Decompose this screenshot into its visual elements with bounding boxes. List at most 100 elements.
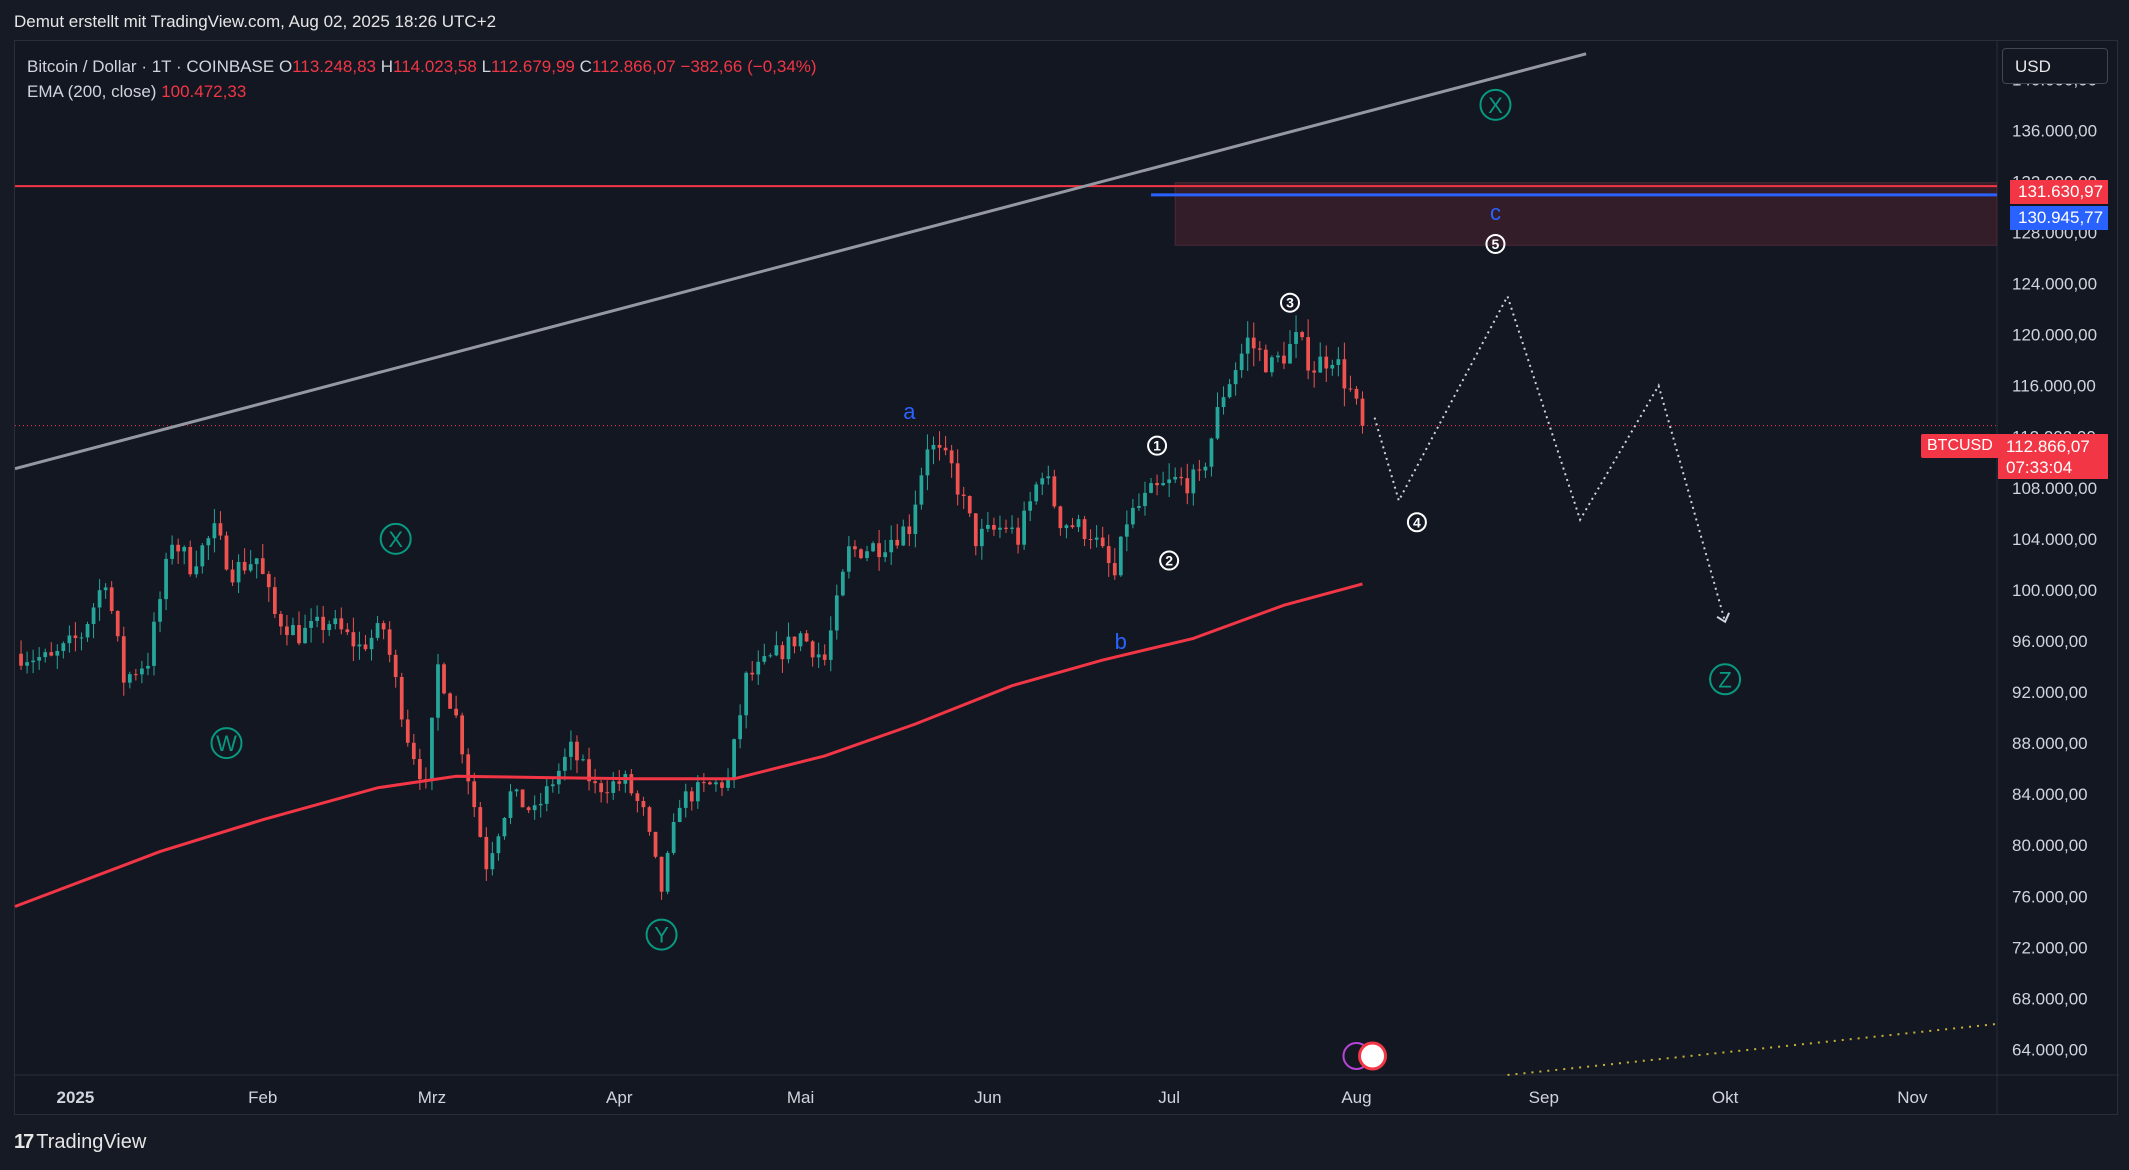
candle-body [79, 637, 84, 639]
wave-label-x[interactable]: X [388, 527, 403, 552]
candle-body [581, 759, 585, 761]
candle-body [1233, 370, 1238, 385]
candle-body [339, 618, 344, 630]
candle-body [363, 644, 368, 650]
price-chart[interactable]: W X Y X Za b c 1 2 3 4 5 64.000,00 68.000,00 72.000,00… [0, 0, 2129, 1120]
candle-body [133, 674, 138, 676]
blue-level-price-tag: 130.945,77 [2010, 206, 2108, 230]
candle-body [1257, 348, 1262, 350]
tradingview-brand: TradingView [36, 1131, 147, 1153]
candle-body [726, 778, 730, 788]
wave-label-c[interactable]: c [1490, 200, 1501, 225]
candle-body [901, 526, 906, 546]
wave-label-w[interactable]: W [216, 731, 237, 756]
candle-body [665, 852, 670, 892]
x-tick-label: Jun [974, 1088, 1001, 1107]
candle-body [756, 661, 761, 675]
candle-body [979, 528, 984, 547]
candle-body [224, 535, 229, 570]
candle-body [1064, 525, 1069, 529]
ascending-trendline[interactable] [15, 52, 1587, 471]
candle-body [575, 741, 579, 761]
wave-label-x-circle [1479, 88, 1512, 121]
x-tick-label: Aug [1341, 1088, 1371, 1107]
projection-path[interactable] [1373, 293, 1727, 623]
legend-open: 113.248,83 [292, 57, 376, 76]
candle-body [653, 831, 658, 857]
candle-body [115, 610, 120, 637]
chart-credit: Demut erstellt mit TradingView.com, Aug … [14, 12, 497, 31]
wave-label-5[interactable]: 5 [1492, 236, 1500, 252]
tradingview-logo[interactable]: 17 TradingView [14, 1131, 146, 1154]
x-tick-label: Apr [606, 1088, 633, 1107]
candle-body [611, 781, 616, 793]
candle-body [152, 621, 156, 666]
wave-label-z[interactable]: Z [1718, 667, 1731, 692]
candle-body [448, 693, 452, 709]
chart-legend: Bitcoin / Dollar · 1T · COINBASE O113.24… [27, 54, 817, 104]
candle-body [967, 495, 972, 514]
candle-body [1094, 537, 1099, 540]
candle-body [1300, 332, 1304, 338]
candle-body [599, 783, 604, 793]
wave-label-4[interactable]: 4 [1413, 514, 1421, 530]
candle-body [345, 629, 350, 633]
y-tick-label: 96.000,00 [2012, 632, 2088, 651]
candle-body [1270, 357, 1274, 373]
wave-label-3[interactable]: 3 [1286, 295, 1294, 311]
wave-label-1[interactable]: 1 [1153, 438, 1161, 454]
last-price-tag: 112.866,07 07:33:04 [1998, 434, 2108, 479]
legend-low-label: L [481, 57, 492, 76]
candle-body [883, 552, 888, 558]
wave-label-a[interactable]: a [903, 399, 916, 424]
candle-body [1342, 359, 1347, 389]
candle-body [768, 655, 773, 657]
candle-body [937, 444, 942, 448]
wave-label-2[interactable]: 2 [1165, 553, 1173, 569]
candle-body [91, 607, 96, 624]
candle-body [212, 523, 217, 539]
candle-body [1348, 388, 1353, 390]
legend-low: 112.679,99 [491, 57, 575, 76]
projection-arrowhead [1716, 612, 1730, 624]
ema200-line[interactable] [14, 582, 1363, 908]
candle-body [1330, 364, 1335, 369]
candle-body [291, 625, 295, 636]
candle-body [1197, 469, 1202, 471]
candle-body [907, 526, 912, 534]
candle-body [285, 626, 289, 636]
legend-symbol[interactable]: Bitcoin / Dollar · 1T · COINBASE [27, 57, 275, 76]
candle-body [1312, 370, 1317, 373]
us-flag-event-icon[interactable] [1358, 1041, 1388, 1071]
candle-body [1263, 349, 1268, 373]
currency-button[interactable]: USD [2002, 48, 2108, 84]
y-tick-label: 88.000,00 [2012, 734, 2088, 753]
candle-body [399, 676, 404, 720]
candle-body [272, 587, 277, 614]
lower-dotted-trendline[interactable] [1507, 1022, 1998, 1076]
candle-body [750, 672, 755, 675]
wave-label-y[interactable]: Y [654, 923, 669, 948]
y-tick-label: 92.000,00 [2012, 683, 2088, 702]
candle-body [659, 856, 664, 892]
candle-body [490, 853, 495, 870]
candle-body [436, 664, 440, 718]
resistance-zone[interactable] [1174, 182, 1998, 246]
candle-body [1360, 398, 1365, 426]
candle-body [1306, 337, 1311, 371]
candle-body [61, 643, 66, 652]
candle-body [816, 654, 821, 658]
candle-body [992, 524, 996, 530]
candle-body [1173, 476, 1178, 480]
y-tick-label: 80.000,00 [2012, 836, 2088, 855]
wave-label-x[interactable]: X [1488, 93, 1503, 118]
wave-label-b[interactable]: b [1115, 629, 1127, 654]
candle-body [822, 654, 827, 660]
candle-body [43, 652, 48, 658]
candle-body [1046, 476, 1051, 479]
candle-body [593, 781, 597, 784]
candle-body [194, 566, 199, 575]
candle-body [514, 789, 519, 792]
candle-body [853, 546, 857, 550]
legend-ema-label[interactable]: EMA (200, close) [27, 82, 157, 101]
